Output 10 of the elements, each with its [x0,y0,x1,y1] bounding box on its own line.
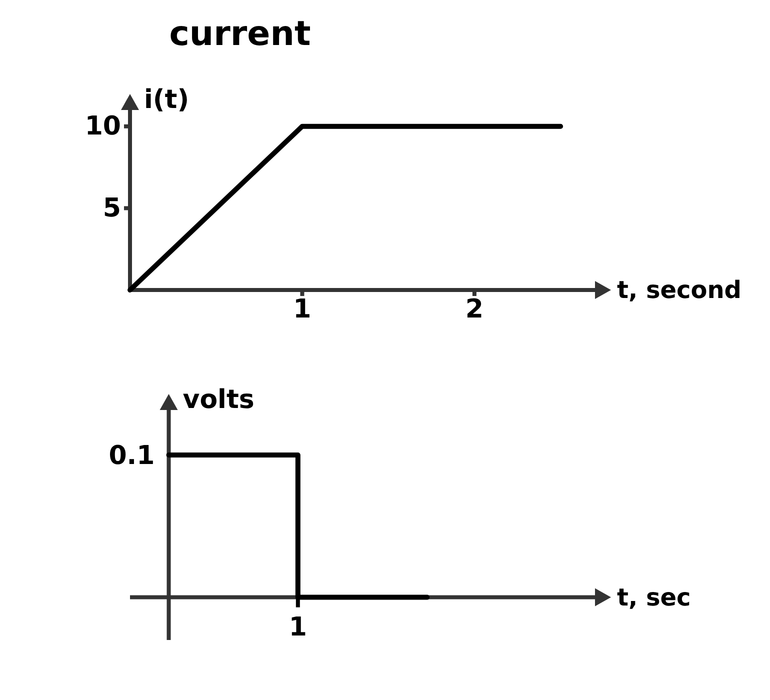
x-axis-title: t, sec [617,583,691,612]
y-axis-title: i(t) [144,85,190,115]
y-tick-label: 5 [102,194,121,224]
y-axis-title: volts [182,385,254,415]
x-axis-title: t, second [617,276,742,304]
text: 1 [288,612,307,642]
annotation: 0.1 [108,441,155,471]
x-tick-label: 2 [465,294,484,324]
y-tick-label: 10 [84,112,121,142]
chart-title: current [169,14,311,54]
